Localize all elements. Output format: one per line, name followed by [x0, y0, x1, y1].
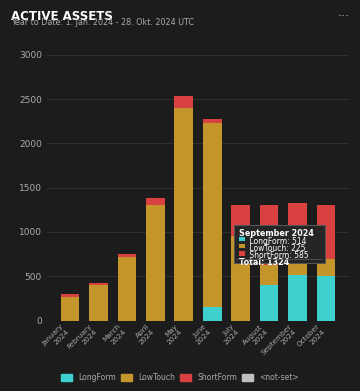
Bar: [231, 237, 250, 321]
FancyBboxPatch shape: [239, 244, 245, 248]
Bar: [317, 276, 336, 321]
Bar: [60, 294, 79, 297]
Bar: [175, 108, 193, 321]
Bar: [89, 283, 108, 285]
Text: Total: 1324: Total: 1324: [239, 258, 289, 267]
FancyBboxPatch shape: [239, 237, 245, 241]
Text: ACTIVE ASSETS: ACTIVE ASSETS: [11, 10, 113, 23]
Text: Year to Date: 1. Jan. 2024 - 28. Okt. 2024 UTC: Year to Date: 1. Jan. 2024 - 28. Okt. 20…: [11, 18, 194, 27]
Bar: [117, 254, 136, 257]
Bar: [288, 255, 307, 275]
Bar: [288, 203, 307, 255]
Bar: [203, 123, 221, 307]
Bar: [231, 205, 250, 237]
Legend: LongForm, LowTouch, ShortForm, <not-set>: LongForm, LowTouch, ShortForm, <not-set>: [58, 370, 302, 385]
Bar: [260, 205, 279, 265]
FancyBboxPatch shape: [239, 251, 245, 256]
Bar: [60, 297, 79, 321]
Bar: [89, 285, 108, 321]
Text: September 2024: September 2024: [239, 230, 314, 239]
Text: LongForm: 514: LongForm: 514: [247, 237, 307, 246]
Text: LowTouch: 225: LowTouch: 225: [247, 244, 306, 253]
Bar: [203, 307, 221, 321]
FancyBboxPatch shape: [234, 225, 325, 263]
Bar: [175, 97, 193, 108]
Bar: [260, 265, 279, 285]
Bar: [260, 285, 279, 321]
Bar: [288, 275, 307, 321]
Bar: [203, 118, 221, 123]
Text: ShortForm: 585: ShortForm: 585: [247, 251, 309, 260]
Bar: [317, 205, 336, 258]
Text: ···: ···: [337, 10, 349, 23]
Bar: [117, 257, 136, 321]
Bar: [317, 258, 336, 276]
Bar: [146, 205, 165, 321]
Bar: [146, 198, 165, 205]
